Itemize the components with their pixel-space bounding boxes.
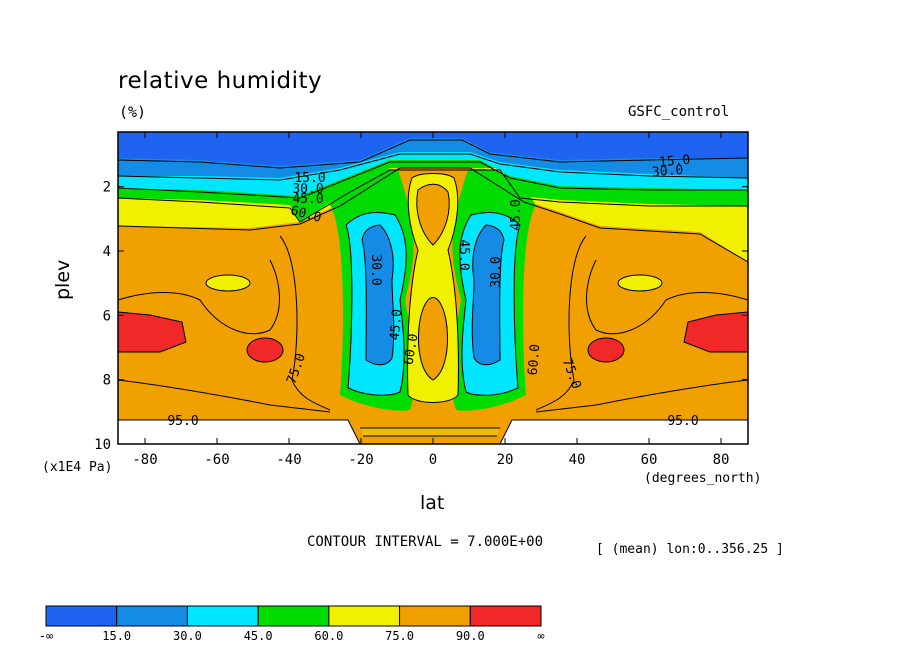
colorbar-segment	[116, 605, 188, 627]
colorbar-label: -∞	[39, 629, 53, 643]
colorbar-segment	[328, 605, 401, 627]
contour-interval-label: CONTOUR INTERVAL = 7.000E+00	[307, 534, 544, 550]
x-tick-label: 60	[641, 452, 658, 468]
contour-label: 15.0	[294, 171, 325, 186]
x-tick-label: -80	[132, 452, 157, 468]
chart-title: relative humidity	[118, 68, 323, 94]
x-tick-label: 20	[497, 452, 514, 468]
x-tick-label: 0	[429, 452, 437, 468]
contour-label: 30.0	[489, 256, 504, 287]
colorbar-segment	[186, 605, 259, 627]
contour-label: 30.0	[651, 163, 684, 181]
colorbar-label: 15.0	[102, 629, 131, 643]
colorbar-label: ∞	[537, 629, 544, 643]
contour-label: 95.0	[667, 414, 698, 429]
colorbar-segment	[45, 605, 118, 627]
contour-label: 15.0	[658, 153, 691, 171]
y-tick-label: 6	[103, 308, 111, 324]
contour-labels: 15.030.045.060.075.030.045.060.045.030.0…	[167, 153, 698, 429]
x-axis-units: (degrees_north)	[644, 471, 762, 486]
x-tick-label: -20	[348, 452, 373, 468]
contour-label: 45.0	[388, 308, 406, 341]
contour-label: 45.0	[509, 199, 524, 230]
colorbar-label: 60.0	[314, 629, 343, 643]
y-axis-units: (x1E4 Pa)	[42, 460, 113, 475]
x-axis: -80 -60 -40 -20 0 20 40 60 80	[132, 132, 729, 468]
dataset-label: GSFC_control	[628, 104, 730, 120]
contour-label: 60.0	[401, 333, 421, 366]
contour-label: 30.0	[292, 182, 323, 197]
contour-label: 95.0	[167, 414, 198, 429]
contour-label: 30.0	[368, 254, 383, 285]
y-tick-label: 2	[103, 180, 111, 196]
colorbar-segment	[399, 605, 471, 627]
mean-info-label: [ (mean) lon:0..356.25 ]	[596, 542, 784, 557]
y-tick-label: 4	[103, 244, 111, 260]
contour-label: 45.0	[456, 239, 471, 270]
contour-fill	[118, 132, 748, 444]
x-tick-label: 80	[713, 452, 730, 468]
contour-label: 45.0	[292, 192, 323, 207]
colorbar-label: 75.0	[385, 629, 414, 643]
x-tick-label: -40	[276, 452, 301, 468]
y-axis: 2 4 6 8 10	[94, 180, 748, 453]
colorbar: -∞ 15.0 30.0 45.0 60.0 75.0 90.0 ∞	[39, 605, 545, 643]
y-tick-label: 10	[94, 437, 111, 453]
colorbar-label: 30.0	[173, 629, 202, 643]
colorbar-segment	[469, 605, 542, 627]
x-axis-label: lat	[420, 492, 445, 514]
contour-lines	[118, 139, 748, 444]
x-tick-label: -60	[204, 452, 229, 468]
contour-label: 60.0	[526, 343, 544, 376]
colorbar-label: 90.0	[456, 629, 485, 643]
units-label: (%)	[119, 103, 147, 121]
y-tick-label: 8	[103, 373, 111, 389]
y-axis-label: plev	[52, 259, 74, 300]
colorbar-segment	[257, 605, 330, 627]
colorbar-label: 45.0	[244, 629, 273, 643]
x-tick-label: 40	[569, 452, 586, 468]
